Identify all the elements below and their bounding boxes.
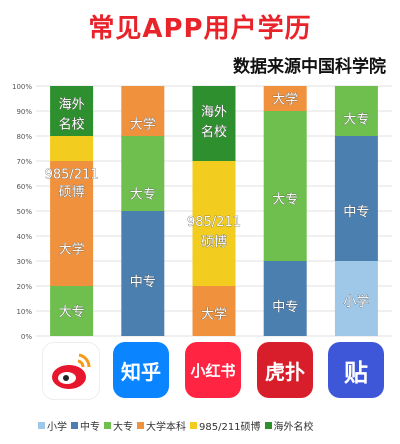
y-tick-label: 50% <box>16 208 32 216</box>
chart-subtitle: 数据来源中国科学院 <box>233 57 386 77</box>
y-tick-label: 40% <box>16 233 32 241</box>
legend-swatch-overseas <box>264 422 272 429</box>
data-label: 中专 <box>343 205 369 220</box>
bar-segment <box>121 86 165 136</box>
bar-segment <box>263 111 307 261</box>
chart-legend: 小学 中专 大专 大学本科 985/211硕博 海外名校 <box>38 418 398 433</box>
legend-item-overseas: 海外名校 <box>264 418 314 433</box>
data-label: 中专 <box>130 275 156 290</box>
bar-segment <box>192 86 236 161</box>
legend-swatch-bachelor <box>137 422 144 429</box>
bar-segment <box>121 136 165 211</box>
data-label: 海外 <box>201 105 227 120</box>
legend-label-secondary-vocational: 中专 <box>80 422 100 433</box>
tieba-icon: 贴 <box>328 342 384 398</box>
tieba-icon-label: 贴 <box>344 358 368 387</box>
chart-title: 常见APP用户学历 <box>88 14 312 44</box>
data-label: 大学 <box>59 242 85 258</box>
bar-segment <box>50 161 94 286</box>
data-label: 小学 <box>343 294 369 310</box>
y-tick-label: 10% <box>16 308 32 316</box>
bar-segment <box>334 86 378 136</box>
bar-segment <box>192 161 236 286</box>
hupu-icon-label: 虎扑 <box>265 359 305 384</box>
legend-item-secondary-vocational: 中专 <box>71 418 100 433</box>
data-label: 名校 <box>201 124 227 140</box>
data-label: 大专 <box>343 113 369 128</box>
legend-label-985-211: 985/211硕博 <box>199 422 261 433</box>
y-tick-label: 90% <box>16 108 32 116</box>
data-label: 海外 <box>59 98 85 113</box>
data-label: 中专 <box>272 300 298 315</box>
y-tick-label: 20% <box>16 283 32 291</box>
data-label: 名校 <box>59 117 85 133</box>
weibo-icon <box>42 342 100 400</box>
bar-segment <box>263 261 307 336</box>
legend-label-bachelor: 大学本科 <box>146 422 186 433</box>
legend-item-junior-college: 大专 <box>104 418 133 433</box>
legend-swatch-secondary-vocational <box>71 422 78 429</box>
data-label: 大学 <box>130 117 156 133</box>
data-label: 大学 <box>272 92 298 108</box>
legend-swatch-985-211 <box>190 422 197 429</box>
bar-segment <box>50 136 94 161</box>
xiaohongshu-icon-label: 小红书 <box>190 361 236 380</box>
zhihu-icon: 知乎 <box>113 342 169 398</box>
y-tick-label: 70% <box>16 158 32 166</box>
legend-swatch-primary <box>38 422 45 429</box>
legend-item-primary: 小学 <box>38 418 67 433</box>
hupu-icon: 虎扑 <box>257 342 313 398</box>
bar-segment <box>121 211 165 336</box>
bar-segment <box>263 86 307 111</box>
data-label: 硕博 <box>59 185 85 200</box>
y-tick-label: 80% <box>16 133 32 141</box>
y-tick-label: 30% <box>16 258 32 266</box>
bar-segment <box>334 136 378 261</box>
bar-segment <box>192 286 236 336</box>
legend-swatch-junior-college <box>104 422 111 429</box>
weibo-logo <box>52 353 91 389</box>
bar-segment <box>334 261 378 336</box>
y-tick-label: 0% <box>21 333 32 341</box>
data-label: 大专 <box>272 193 298 208</box>
xiaohongshu-icon: 小红书 <box>185 342 241 398</box>
data-label: 硕博 <box>201 235 227 250</box>
y-tick-label: 60% <box>16 183 32 191</box>
legend-label-junior-college: 大专 <box>113 422 133 433</box>
legend-item-985-211: 985/211硕博 <box>190 418 261 433</box>
y-tick-label: 100% <box>12 83 32 91</box>
data-label: 985/211 <box>45 168 99 183</box>
zhihu-icon-label: 知乎 <box>121 359 161 384</box>
legend-item-bachelor: 大学本科 <box>137 418 186 433</box>
bar-segment <box>50 286 94 336</box>
data-label: 大学 <box>201 307 227 323</box>
legend-label-primary: 小学 <box>47 422 67 433</box>
legend-label-overseas: 海外名校 <box>273 422 314 433</box>
bar-segment <box>50 86 94 136</box>
data-label: 大专 <box>59 305 85 320</box>
data-label: 大专 <box>130 188 156 203</box>
data-label: 985/211 <box>187 215 241 230</box>
